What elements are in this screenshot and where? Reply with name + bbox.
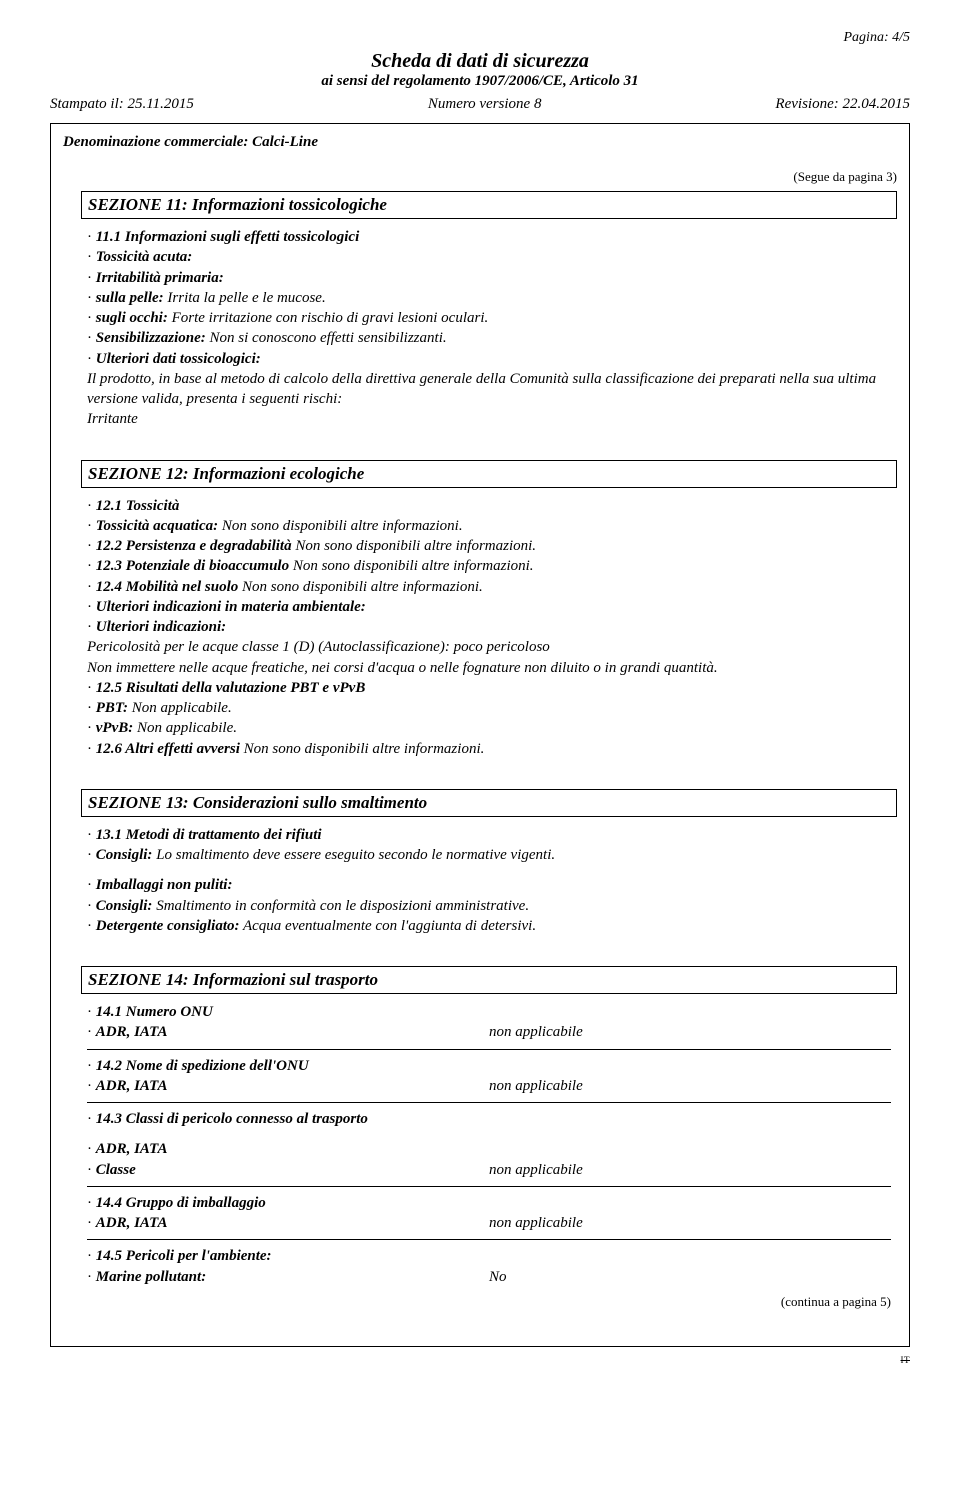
s12-l3-label: 12.2 Persistenza e degradabilità <box>96 538 292 554</box>
s13-l1: 13.1 Metodi di trattamento dei rifiuti <box>96 827 322 843</box>
s14-l3c-val: non applicabile <box>489 1160 891 1180</box>
s13-l2-text: Lo smaltimento deve essere eseguito seco… <box>152 847 555 863</box>
document-subtitle: ai sensi del regolamento 1907/2006/CE, A… <box>50 73 910 90</box>
s12-l4-label: 12.3 Potenziale di bioaccumulo <box>96 558 289 574</box>
s12-l7-text1: Pericolosità per le acque classe 1 (D) (… <box>87 637 891 657</box>
s12-l11-text: Non sono disponibili altre informazioni. <box>240 741 484 757</box>
s13-l5-text: Acqua eventualmente con l'aggiunta di de… <box>239 918 536 934</box>
printed-date: Stampato il: 25.11.2015 <box>50 96 194 113</box>
s11-l7-text1: Il prodotto, in base al metodo di calcol… <box>87 369 891 410</box>
document-title: Scheda di dati di sicurezza <box>50 50 910 73</box>
s12-l10-label: vPvB: <box>96 720 133 736</box>
s12-l4-text: Non sono disponibili altre informazioni. <box>289 558 533 574</box>
s13-l5-label: Detergente consigliato: <box>96 918 240 934</box>
section-14-header: SEZIONE 14: Informazioni sul trasporto <box>81 966 897 994</box>
s13-l4-text: Smaltimento in conformità con le disposi… <box>152 898 529 914</box>
section-12-header: SEZIONE 12: Informazioni ecologiche <box>81 460 897 488</box>
continues-to: (continua a pagina 5) <box>87 1293 891 1311</box>
s11-l4-label: sulla pelle: <box>96 290 164 306</box>
section-11-header: SEZIONE 11: Informazioni tossicologiche <box>81 191 897 219</box>
s12-l7-text2: Non immettere nelle acque freatiche, nei… <box>87 658 891 678</box>
section-12: SEZIONE 12: Informazioni ecologiche 12.1… <box>81 460 897 769</box>
section-13-header: SEZIONE 13: Considerazioni sullo smaltim… <box>81 789 897 817</box>
s11-l3: Irritabilità primaria: <box>96 270 224 286</box>
s12-l10-text: Non applicabile. <box>133 720 237 736</box>
s14-l4b-val: non applicabile <box>489 1213 891 1233</box>
s14-l1: 14.1 Numero ONU <box>96 1004 213 1020</box>
s12-l9-text: Non applicabile. <box>128 700 232 716</box>
s12-l5-text: Non sono disponibili altre informazioni. <box>238 579 482 595</box>
s12-l2-label: Tossicità acquatica: <box>96 518 218 534</box>
s11-l5-text: Forte irritazione con rischio di gravi l… <box>168 310 488 326</box>
lang-mark: IT <box>50 1355 910 1365</box>
s14-l2b-label: ADR, IATA <box>96 1078 168 1094</box>
revision-date: Revisione: 22.04.2015 <box>775 96 910 113</box>
section-13: SEZIONE 13: Considerazioni sullo smaltim… <box>81 789 897 946</box>
s14-l3: 14.3 Classi di pericolo connesso al tras… <box>96 1111 368 1127</box>
section-13-body: 13.1 Metodi di trattamento dei rifiuti C… <box>81 825 897 946</box>
s11-l5-label: sugli occhi: <box>96 310 168 326</box>
s12-l11-label: 12.6 Altri effetti avversi <box>96 741 240 757</box>
version-number: Numero versione 8 <box>428 96 542 113</box>
s14-l1b-label: ADR, IATA <box>96 1024 168 1040</box>
section-12-body: 12.1 Tossicità Tossicità acquatica: Non … <box>81 496 897 769</box>
continues-from: (Segue da pagina 3) <box>63 169 897 185</box>
s12-l8: 12.5 Risultati della valutazione PBT e v… <box>96 680 366 696</box>
s14-l4b-label: ADR, IATA <box>96 1215 168 1231</box>
page-number: Pagina: 4/5 <box>50 30 910 46</box>
s12-l3-text: Non sono disponibili altre informazioni. <box>292 538 536 554</box>
s14-l2: 14.2 Nome di spedizione dell'ONU <box>96 1058 309 1074</box>
product-name: Denominazione commerciale: Calci-Line <box>63 134 897 151</box>
s12-l1: 12.1 Tossicità <box>96 498 180 514</box>
s14-l3b: ADR, IATA <box>96 1141 168 1157</box>
s13-l4-label: Consigli: <box>96 898 153 914</box>
s14-l4: 14.4 Gruppo di imballaggio <box>96 1195 266 1211</box>
s11-l4-text: Irrita la pelle e le mucose. <box>164 290 326 306</box>
s12-l5-label: 12.4 Mobilità nel suolo <box>96 579 239 595</box>
s14-l5b-val: No <box>489 1267 891 1287</box>
s12-l2-text: Non sono disponibili altre informazioni. <box>218 518 462 534</box>
s14-l5b-label: Marine pollutant: <box>96 1269 206 1285</box>
s14-l1b-val: non applicabile <box>489 1022 891 1042</box>
s14-l5: 14.5 Pericoli per l'ambiente: <box>96 1248 272 1264</box>
s11-l7-text2: Irritante <box>87 409 891 429</box>
content-frame: Denominazione commerciale: Calci-Line (S… <box>50 123 910 1347</box>
s14-l3c-label: Classe <box>96 1162 136 1178</box>
s11-l6-label: Sensibilizzazione: <box>96 330 206 346</box>
s12-l9-label: PBT: <box>96 700 128 716</box>
s12-l7: Ulteriori indicazioni: <box>96 619 226 635</box>
section-11: SEZIONE 11: Informazioni tossicologiche … <box>81 191 897 440</box>
s13-l2-label: Consigli: <box>96 847 153 863</box>
s11-l1: 11.1 Informazioni sugli effetti tossicol… <box>96 229 360 245</box>
header-meta-row: Stampato il: 25.11.2015 Numero versione … <box>50 96 910 113</box>
s12-l6: Ulteriori indicazioni in materia ambient… <box>96 599 366 615</box>
s11-l7: Ulteriori dati tossicologici: <box>96 351 261 367</box>
s11-l2: Tossicità acuta: <box>96 249 193 265</box>
section-14-body: 14.1 Numero ONU ADR, IATA non applicabil… <box>81 1002 897 1320</box>
s13-l3: Imballaggi non puliti: <box>96 877 233 893</box>
s11-l6-text: Non si conoscono effetti sensibilizzanti… <box>206 330 447 346</box>
section-14: SEZIONE 14: Informazioni sul trasporto 1… <box>81 966 897 1320</box>
section-11-body: 11.1 Informazioni sugli effetti tossicol… <box>81 227 897 440</box>
s14-l2b-val: non applicabile <box>489 1076 891 1096</box>
